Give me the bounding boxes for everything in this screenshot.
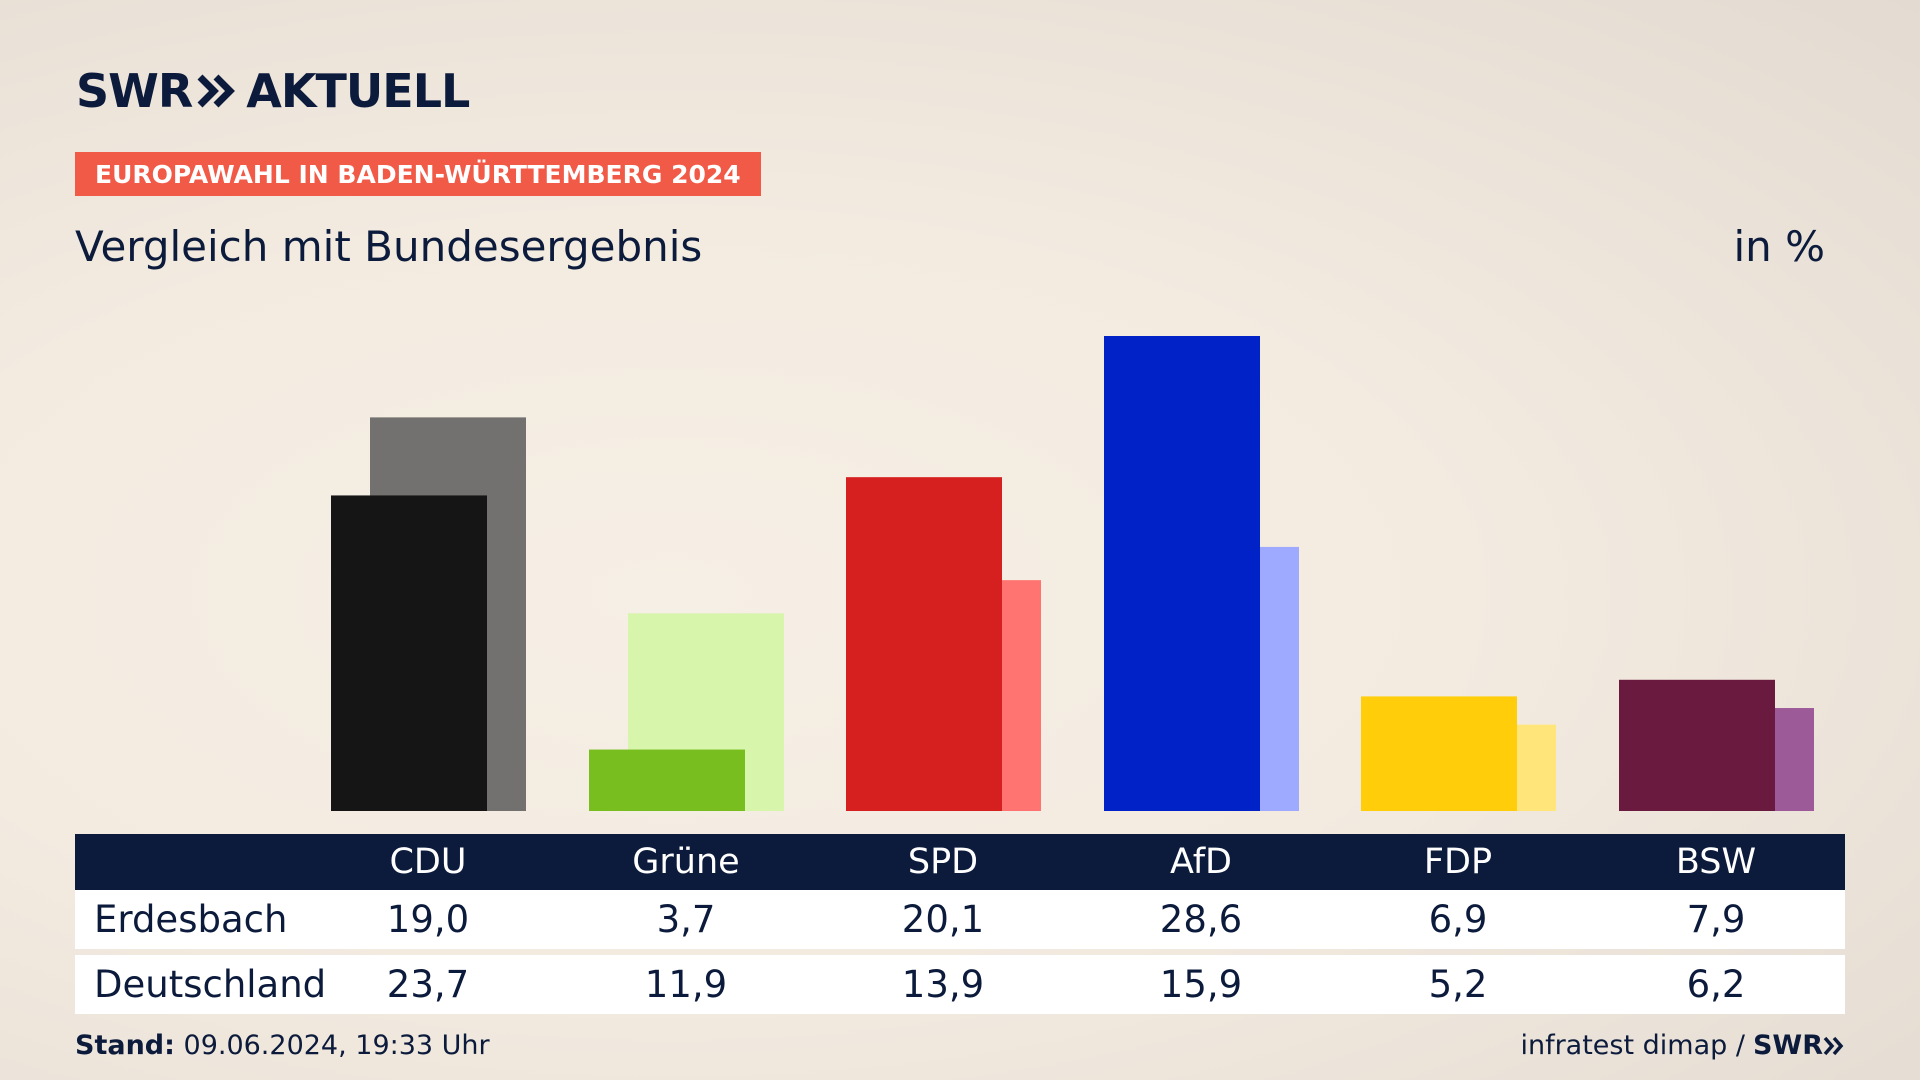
- table-cell: 11,9: [644, 963, 728, 1006]
- stand-label: Stand:: [75, 1030, 175, 1061]
- table-cell: 20,1: [901, 898, 985, 941]
- table-cell: 19,0: [386, 898, 470, 941]
- bar-erdesbach-fdp: [1361, 696, 1517, 811]
- row-label: Deutschland: [94, 963, 327, 1006]
- table-cell: 5,2: [1428, 963, 1488, 1006]
- bar-erdesbach-spd: [846, 477, 1002, 811]
- table-row: Deutschland 23,7 11,9 13,9 15,9 5,2 6,2: [75, 955, 1845, 1014]
- table-cell: 28,6: [1159, 898, 1243, 941]
- swr-logo-small: SWR: [1753, 1030, 1845, 1061]
- table-cell: 13,9: [901, 963, 985, 1006]
- double-chevron-icon: [196, 73, 236, 109]
- table-cell: 6,2: [1686, 963, 1746, 1006]
- table-cell: 6,9: [1428, 898, 1488, 941]
- bar-erdesbach-bsw: [1619, 679, 1775, 811]
- column-header: Grüne: [632, 842, 740, 882]
- double-chevron-icon-small: [1823, 1036, 1844, 1055]
- unit-label: in %: [1733, 222, 1825, 271]
- logo-suffix: AKTUELL: [246, 64, 470, 118]
- timestamp: Stand: 09.06.2024, 19:33 Uhr: [75, 1030, 490, 1061]
- results-table: CDU Grüne SPD AfD FDP BSW Erdesbach 19,0 3,7 20,…: [75, 834, 1845, 1014]
- stand-value: 09.06.2024, 19:33 Uhr: [183, 1030, 490, 1061]
- chart-subtitle: Vergleich mit Bundesergebnis: [75, 222, 703, 271]
- table-cell: 15,9: [1159, 963, 1243, 1006]
- table-cell: 7,9: [1686, 898, 1746, 941]
- table-cell: 3,7: [656, 898, 716, 941]
- swr-aktuell-logo: SWR AKTUELL: [76, 64, 470, 118]
- table-header: CDU Grüne SPD AfD FDP BSW: [75, 834, 1845, 890]
- source-text: infratest dimap /: [1520, 1030, 1745, 1061]
- table-row: Erdesbach 19,0 3,7 20,1 28,6 6,9 7,9: [75, 890, 1845, 949]
- column-header: AfD: [1170, 842, 1232, 882]
- bar-erdesbach-afd: [1104, 336, 1260, 811]
- bar-erdesbach-grüne: [589, 749, 745, 811]
- column-header: CDU: [389, 842, 467, 882]
- source: infratest dimap / SWR: [1520, 1030, 1845, 1061]
- column-header: BSW: [1675, 842, 1757, 882]
- swr-logo-text: SWR: [1752, 1030, 1823, 1061]
- row-label: Erdesbach: [94, 898, 288, 941]
- column-header: SPD: [907, 842, 979, 882]
- column-header: FDP: [1423, 842, 1493, 882]
- bar-erdesbach-cdu: [331, 495, 487, 811]
- election-badge: EUROPAWAHL IN BADEN-WÜRTTEMBERG 2024: [75, 152, 761, 196]
- logo-text: SWR: [76, 64, 193, 118]
- table-cell: 23,7: [386, 963, 470, 1006]
